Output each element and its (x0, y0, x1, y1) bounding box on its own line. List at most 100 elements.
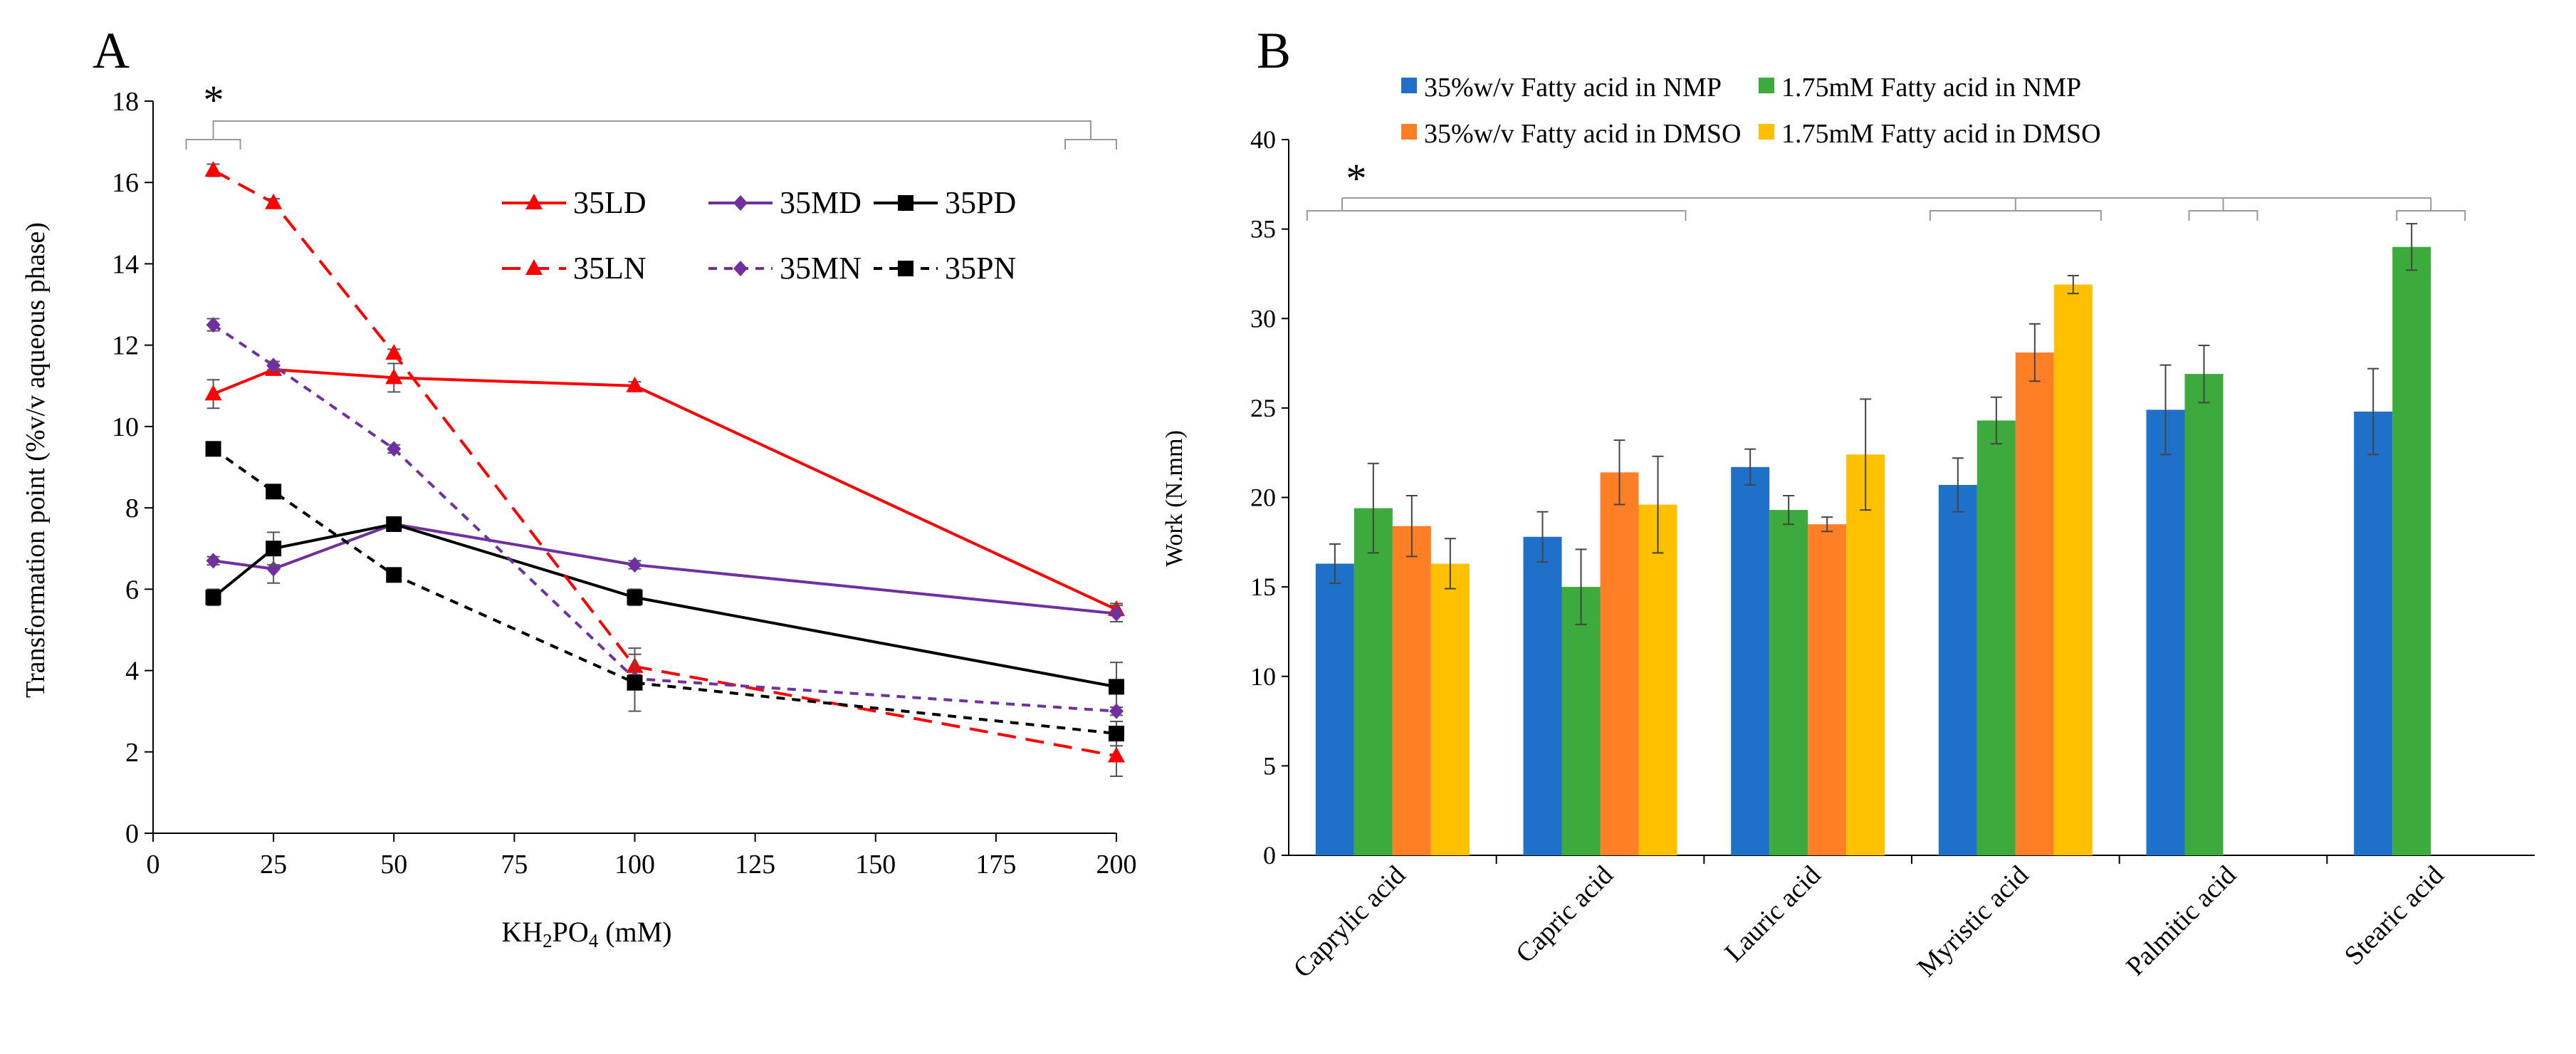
data-point-35md (206, 553, 221, 569)
error-bar (1652, 455, 1664, 554)
panel-b-y-tick-label: 25 (1250, 394, 1276, 422)
panel-b-y-tick-label: 5 (1263, 751, 1276, 780)
bar-1-75mm-fatty-acid-in-nmp (1976, 420, 2016, 855)
error-bar (1536, 511, 1549, 563)
bar-1-75mm-fatty-acid-in-dmso (1638, 504, 1677, 855)
legend-swatch-1-75mm-fatty-acid-in-dmso (1759, 124, 1774, 140)
panel-a-x-axis-title: KH2PO4 (mM) (501, 916, 671, 951)
bar-35-w-v-fatty-acid-in-dmso (2015, 352, 2054, 855)
bar-1-75mm-fatty-acid-in-nmp (1769, 510, 1808, 855)
error-bar (2028, 323, 2041, 382)
data-point-35pn (386, 567, 402, 583)
legend-marker-35ld (525, 194, 543, 209)
panel-a-x-tick-label: 50 (380, 850, 407, 880)
data-point-35ld (204, 385, 222, 401)
panel-b-bracket-group-short-chain (1306, 210, 1687, 221)
data-point-35pn (1109, 726, 1124, 742)
data-point-35pn (266, 484, 282, 500)
data-point-35pd (205, 589, 221, 605)
panel-b-significance: * (1346, 155, 1367, 202)
data-point-35md (1109, 605, 1124, 622)
panel-a-x-tick-label: 200 (1096, 850, 1137, 880)
series-35ln (204, 161, 1125, 778)
error-bar (2159, 364, 2172, 456)
panel-a-y-axis-title: Transformation point (%v/v aqueous phase… (21, 222, 51, 698)
data-point-35mn (1109, 703, 1124, 719)
legend-swatch-35-w-v-fatty-acid-in-nmp (1401, 78, 1417, 93)
data-point-35md (627, 557, 642, 573)
legend-label-35md: 35MD (780, 185, 862, 220)
data-point-35pn (627, 674, 643, 691)
panel-a-y-tick-label: 0 (125, 819, 139, 849)
panel-a-y-tick-label: 18 (112, 87, 139, 117)
panel-a-line-chart: A * Transformation point (%v/v aqueous p… (21, 22, 1137, 951)
panel-b-bar-chart: B * Work (N.mm) 0510152025303540Caprylic… (1161, 22, 2535, 983)
bar-35-w-v-fatty-acid-in-nmp (2146, 409, 2185, 855)
data-point-35pd (386, 516, 402, 532)
panel-b-y-tick-label: 10 (1250, 662, 1276, 691)
panel-a-significance: * (204, 77, 224, 123)
bar-1-75mm-fatty-acid-in-nmp (2392, 246, 2431, 855)
panel-b-legend: 35%w/v Fatty acid in NMP 1.75mM Fatty aci… (1401, 73, 2101, 149)
error-bar (1444, 538, 1456, 590)
error-bar (2198, 344, 2210, 404)
panel-a-y-tick-label: 10 (112, 412, 139, 442)
bar-35-w-v-fatty-acid-in-nmp (2354, 411, 2393, 855)
error-bar (2067, 274, 2079, 295)
bar-35-w-v-fatty-acid-in-dmso (1600, 472, 1639, 855)
legend-swatch-35-w-v-fatty-acid-in-dmso (1401, 124, 1417, 140)
legend-marker-35md (733, 195, 748, 211)
panel-a-y-tick-label: 16 (112, 168, 139, 198)
series-line-35mn (212, 323, 1117, 713)
data-point-35pd (1109, 679, 1124, 695)
bar-35-w-v-fatty-acid-in-dmso (1392, 526, 1431, 855)
panel-b-y-tick-label: 20 (1250, 484, 1276, 512)
error-bar (1952, 457, 1964, 513)
error-bar (2406, 223, 2418, 271)
legend-label-35-w-v-fatty-acid-in-dmso: 35%w/v Fatty acid in DMSO (1424, 119, 1741, 149)
panel-a-y-tick-label: 4 (125, 657, 139, 687)
data-point-35pn (205, 441, 221, 457)
panel-a-series (204, 161, 1125, 778)
bar-1-75mm-fatty-acid-in-nmp (2184, 374, 2224, 855)
bar-1-75mm-fatty-acid-in-nmp (1354, 508, 1393, 855)
data-point-35ln (204, 161, 222, 177)
data-point-35ld (626, 376, 644, 392)
panel-a-y-tick-label: 12 (112, 331, 139, 361)
legend-label-35-w-v-fatty-acid-in-nmp: 35%w/v Fatty acid in NMP (1424, 73, 1722, 103)
panel-a-y-tick-label: 2 (125, 738, 139, 768)
data-point-35ln (265, 193, 283, 209)
panel-a-x-tick-label: 150 (855, 850, 896, 880)
data-point-35ld (385, 368, 403, 385)
panel-a-axes: 0 2 4 6 8 10 12 14 16 18 0 25 50 75 100 125 150 175 200 (112, 87, 1137, 880)
bar-1-75mm-fatty-acid-in-nmp (1561, 587, 1601, 855)
panel-a-x-tick-label: 25 (260, 850, 287, 880)
panel-a-label: A (93, 22, 130, 79)
panel-a-y-tick-label: 8 (125, 494, 139, 523)
panel-a-x-tick-label: 125 (735, 850, 775, 880)
legend-label-35ld: 35LD (573, 185, 646, 220)
bar-1-75mm-fatty-acid-in-dmso (1430, 563, 1470, 855)
legend-label-35pd: 35PD (945, 185, 1016, 220)
bar-1-75mm-fatty-acid-in-dmso (1846, 454, 1885, 855)
error-bar (1613, 439, 1625, 506)
error-bar (1821, 516, 1833, 533)
panel-b-y-tick-label: 35 (1250, 215, 1276, 244)
panel-b-y-axis-title: Work (N.mm) (1161, 430, 1188, 567)
legend-label-1-75mm-fatty-acid-in-dmso: 1.75mM Fatty acid in DMSO (1781, 119, 2101, 149)
panel-b-bars (1315, 223, 2431, 855)
panel-b-y-tick-label: 15 (1250, 573, 1276, 601)
series-35pd (205, 516, 1124, 712)
panel-a-x-tick-label: 75 (501, 850, 528, 880)
legend-label-35mn: 35MN (780, 251, 862, 286)
data-point-35pd (627, 589, 643, 605)
panel-a-legend: 35LD 35MD 35PD 35LN 35MN 35PN (502, 185, 1016, 286)
data-point-35mn (387, 441, 402, 457)
legend-marker-35ln (525, 259, 543, 275)
legend-label-35pn: 35PN (945, 251, 1016, 286)
bar-35-w-v-fatty-acid-in-nmp (1315, 563, 1354, 855)
error-bar (2367, 367, 2379, 456)
error-bar (1783, 494, 1795, 526)
bar-35-w-v-fatty-acid-in-nmp (1523, 536, 1562, 855)
